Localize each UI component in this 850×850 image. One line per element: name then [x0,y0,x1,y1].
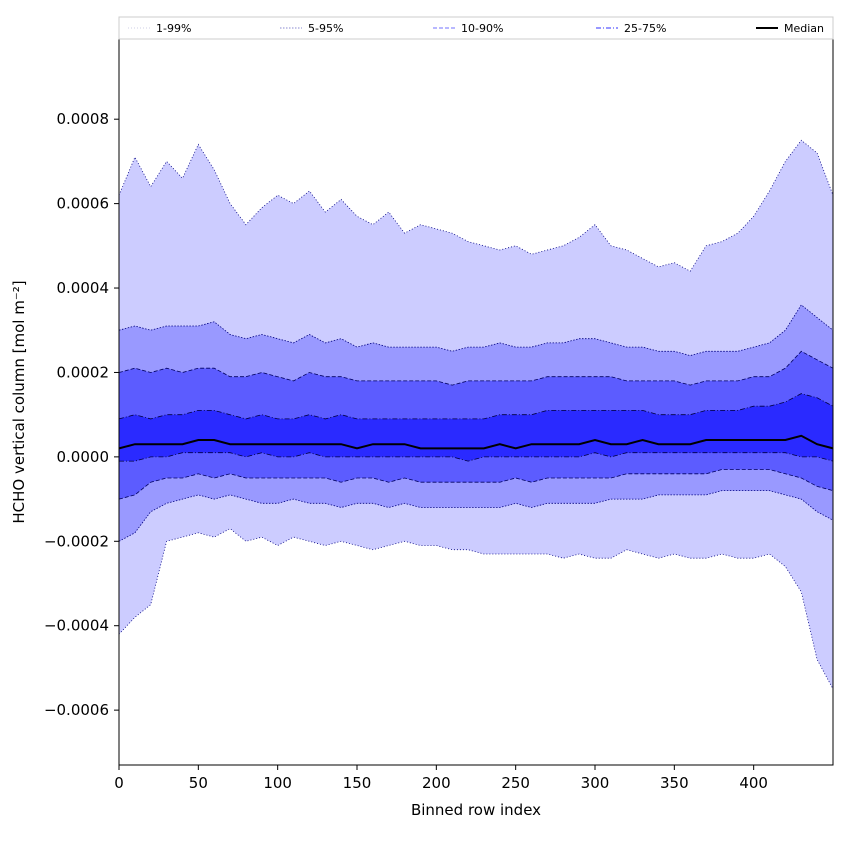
x-tick-label: 0 [114,774,124,792]
legend-label: 10-90% [461,22,503,35]
legend-label: Median [784,22,824,35]
y-tick-label: 0.0000 [57,448,110,466]
legend-label: 25-75% [624,22,666,35]
y-axis-label: HCHO vertical column [mol m⁻²] [10,280,28,523]
x-axis-label: Binned row index [411,801,541,819]
y-tick-label: 0.0002 [57,363,110,381]
x-axis: 0 50 100 150 200 250 300 350 400 [114,765,768,792]
x-tick-label: 250 [501,774,530,792]
y-tick-label: 0.0008 [57,110,110,128]
legend-label: 5-95% [308,22,343,35]
y-tick-label: 0.0004 [57,279,110,297]
legend: 1-99% 5-95% 10-90% 25-75% Median [118,16,834,40]
y-tick-label: −0.0002 [44,532,109,550]
legend-label: 1-99% [156,22,191,35]
y-tick-label: −0.0006 [44,701,109,719]
x-tick-label: 100 [263,774,292,792]
band-1-99-lower-line [118,528,834,690]
legend-box [118,16,834,40]
band-25-75-upper-line [118,393,834,420]
band-5-95-lower-line [118,490,834,542]
band-10-90-lower-line [118,469,834,500]
x-tick-label: 350 [660,774,689,792]
x-tick-label: 150 [343,774,372,792]
band-10-90-upper-line [118,350,834,386]
plot-lines [118,139,834,690]
x-tick-label: 300 [581,774,610,792]
y-tick-label: −0.0004 [44,617,109,635]
plot-area [119,140,833,690]
x-tick-label: 200 [422,774,451,792]
median-line [118,434,834,450]
y-axis: −0.0006 −0.0004 −0.0002 0.0000 0.0002 0.0004 0… [44,110,119,719]
x-tick-label: 400 [739,774,768,792]
band-25-75-lower-line [119,452,834,462]
y-tick-label: 0.0006 [57,195,110,213]
x-tick-label: 50 [189,774,208,792]
